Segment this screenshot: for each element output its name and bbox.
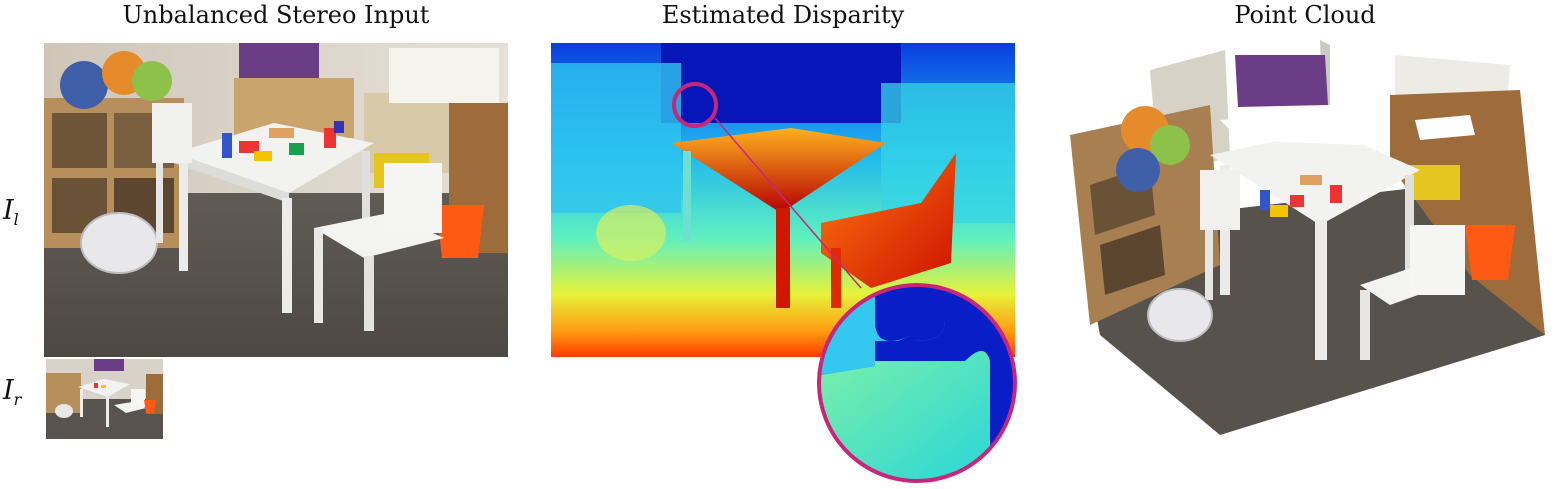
right-stereo-image [46,359,163,439]
left-stereo-image [44,43,508,357]
left-image-symbol: I [3,195,14,226]
left-image-label: Il [3,196,19,235]
right-image-subscript: r [13,390,22,409]
title-estimated-disparity: Estimated Disparity [661,1,905,29]
right-image-label: Ir [3,376,21,415]
title-point-cloud: Point Cloud [1234,1,1376,29]
disparity-zoom-inset [815,281,1019,485]
point-cloud-render [1060,35,1550,440]
left-image-subscript: l [13,210,19,229]
right-image-symbol: I [3,375,14,406]
title-stereo-input: Unbalanced Stereo Input [122,1,430,29]
